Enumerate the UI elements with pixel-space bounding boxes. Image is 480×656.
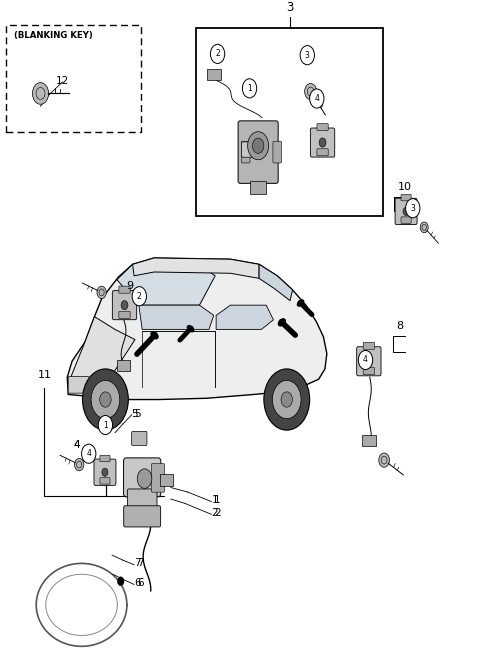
FancyBboxPatch shape — [395, 198, 417, 224]
Text: 4: 4 — [314, 94, 319, 103]
Circle shape — [319, 138, 326, 147]
Text: 12: 12 — [56, 75, 69, 86]
Circle shape — [97, 286, 106, 298]
Circle shape — [310, 89, 324, 108]
FancyBboxPatch shape — [238, 121, 278, 184]
FancyBboxPatch shape — [68, 377, 89, 393]
Text: 3: 3 — [410, 204, 415, 213]
Text: 2: 2 — [214, 508, 220, 518]
Circle shape — [248, 132, 269, 160]
Polygon shape — [216, 305, 274, 329]
Text: 7: 7 — [137, 558, 144, 568]
FancyBboxPatch shape — [196, 28, 383, 216]
Text: 3: 3 — [286, 1, 293, 14]
Text: 5: 5 — [132, 409, 138, 419]
Text: 6: 6 — [137, 578, 144, 588]
FancyBboxPatch shape — [241, 142, 256, 157]
Circle shape — [242, 79, 257, 98]
Text: 1: 1 — [211, 495, 218, 504]
FancyBboxPatch shape — [100, 455, 110, 462]
Circle shape — [82, 444, 96, 463]
Circle shape — [379, 453, 389, 467]
Text: 4: 4 — [86, 449, 91, 459]
Circle shape — [102, 468, 108, 476]
Text: 8: 8 — [396, 321, 403, 331]
FancyBboxPatch shape — [6, 24, 141, 132]
FancyBboxPatch shape — [311, 128, 335, 157]
FancyBboxPatch shape — [401, 194, 411, 201]
Text: 1: 1 — [247, 84, 252, 93]
Text: 9: 9 — [127, 281, 134, 291]
FancyBboxPatch shape — [362, 435, 376, 446]
Text: 7: 7 — [134, 558, 141, 568]
FancyBboxPatch shape — [207, 69, 221, 80]
FancyBboxPatch shape — [123, 458, 161, 497]
Text: 1: 1 — [214, 495, 220, 504]
FancyBboxPatch shape — [127, 489, 157, 512]
Text: 2: 2 — [211, 508, 218, 518]
Text: 10: 10 — [397, 182, 412, 192]
Polygon shape — [259, 264, 292, 300]
Polygon shape — [67, 258, 327, 400]
FancyBboxPatch shape — [357, 347, 381, 376]
Circle shape — [74, 459, 84, 471]
Polygon shape — [68, 317, 135, 384]
Text: 1: 1 — [103, 420, 108, 430]
FancyBboxPatch shape — [119, 286, 130, 293]
Text: 4: 4 — [74, 440, 81, 451]
Circle shape — [83, 369, 128, 430]
Text: 3: 3 — [305, 51, 310, 60]
Circle shape — [210, 45, 225, 64]
Circle shape — [359, 350, 372, 369]
Circle shape — [100, 392, 111, 407]
FancyBboxPatch shape — [401, 217, 411, 223]
Circle shape — [365, 357, 372, 366]
Text: 11: 11 — [37, 371, 51, 380]
FancyBboxPatch shape — [124, 506, 161, 527]
FancyBboxPatch shape — [273, 141, 281, 163]
FancyBboxPatch shape — [317, 149, 328, 156]
Text: 5: 5 — [134, 409, 141, 419]
FancyBboxPatch shape — [119, 312, 130, 318]
FancyBboxPatch shape — [117, 360, 130, 371]
FancyBboxPatch shape — [250, 181, 266, 194]
Text: 4: 4 — [363, 356, 368, 365]
FancyBboxPatch shape — [132, 432, 147, 445]
Circle shape — [117, 577, 124, 586]
FancyBboxPatch shape — [151, 464, 165, 492]
Circle shape — [33, 83, 48, 104]
Circle shape — [264, 369, 310, 430]
FancyBboxPatch shape — [363, 367, 374, 375]
Circle shape — [420, 222, 428, 233]
Circle shape — [91, 380, 120, 419]
Circle shape — [132, 287, 146, 306]
Polygon shape — [120, 295, 126, 305]
Circle shape — [406, 199, 420, 218]
FancyBboxPatch shape — [100, 478, 110, 484]
Text: (BLANKING KEY): (BLANKING KEY) — [14, 31, 93, 40]
Polygon shape — [132, 258, 259, 278]
Circle shape — [305, 83, 317, 100]
Circle shape — [403, 207, 409, 215]
Circle shape — [273, 380, 301, 419]
Circle shape — [137, 469, 152, 488]
Circle shape — [281, 392, 292, 407]
FancyBboxPatch shape — [241, 141, 250, 163]
Circle shape — [98, 415, 113, 435]
Polygon shape — [139, 305, 214, 329]
Circle shape — [300, 46, 314, 65]
Polygon shape — [117, 260, 215, 305]
Text: 6: 6 — [134, 578, 141, 588]
Circle shape — [252, 138, 264, 154]
Text: 2: 2 — [137, 292, 142, 300]
Text: 4: 4 — [73, 440, 80, 451]
FancyBboxPatch shape — [363, 342, 374, 349]
Text: 2: 2 — [215, 49, 220, 58]
Circle shape — [121, 300, 128, 310]
FancyBboxPatch shape — [94, 459, 116, 485]
FancyBboxPatch shape — [112, 291, 137, 319]
FancyBboxPatch shape — [159, 474, 173, 486]
FancyBboxPatch shape — [317, 123, 328, 131]
